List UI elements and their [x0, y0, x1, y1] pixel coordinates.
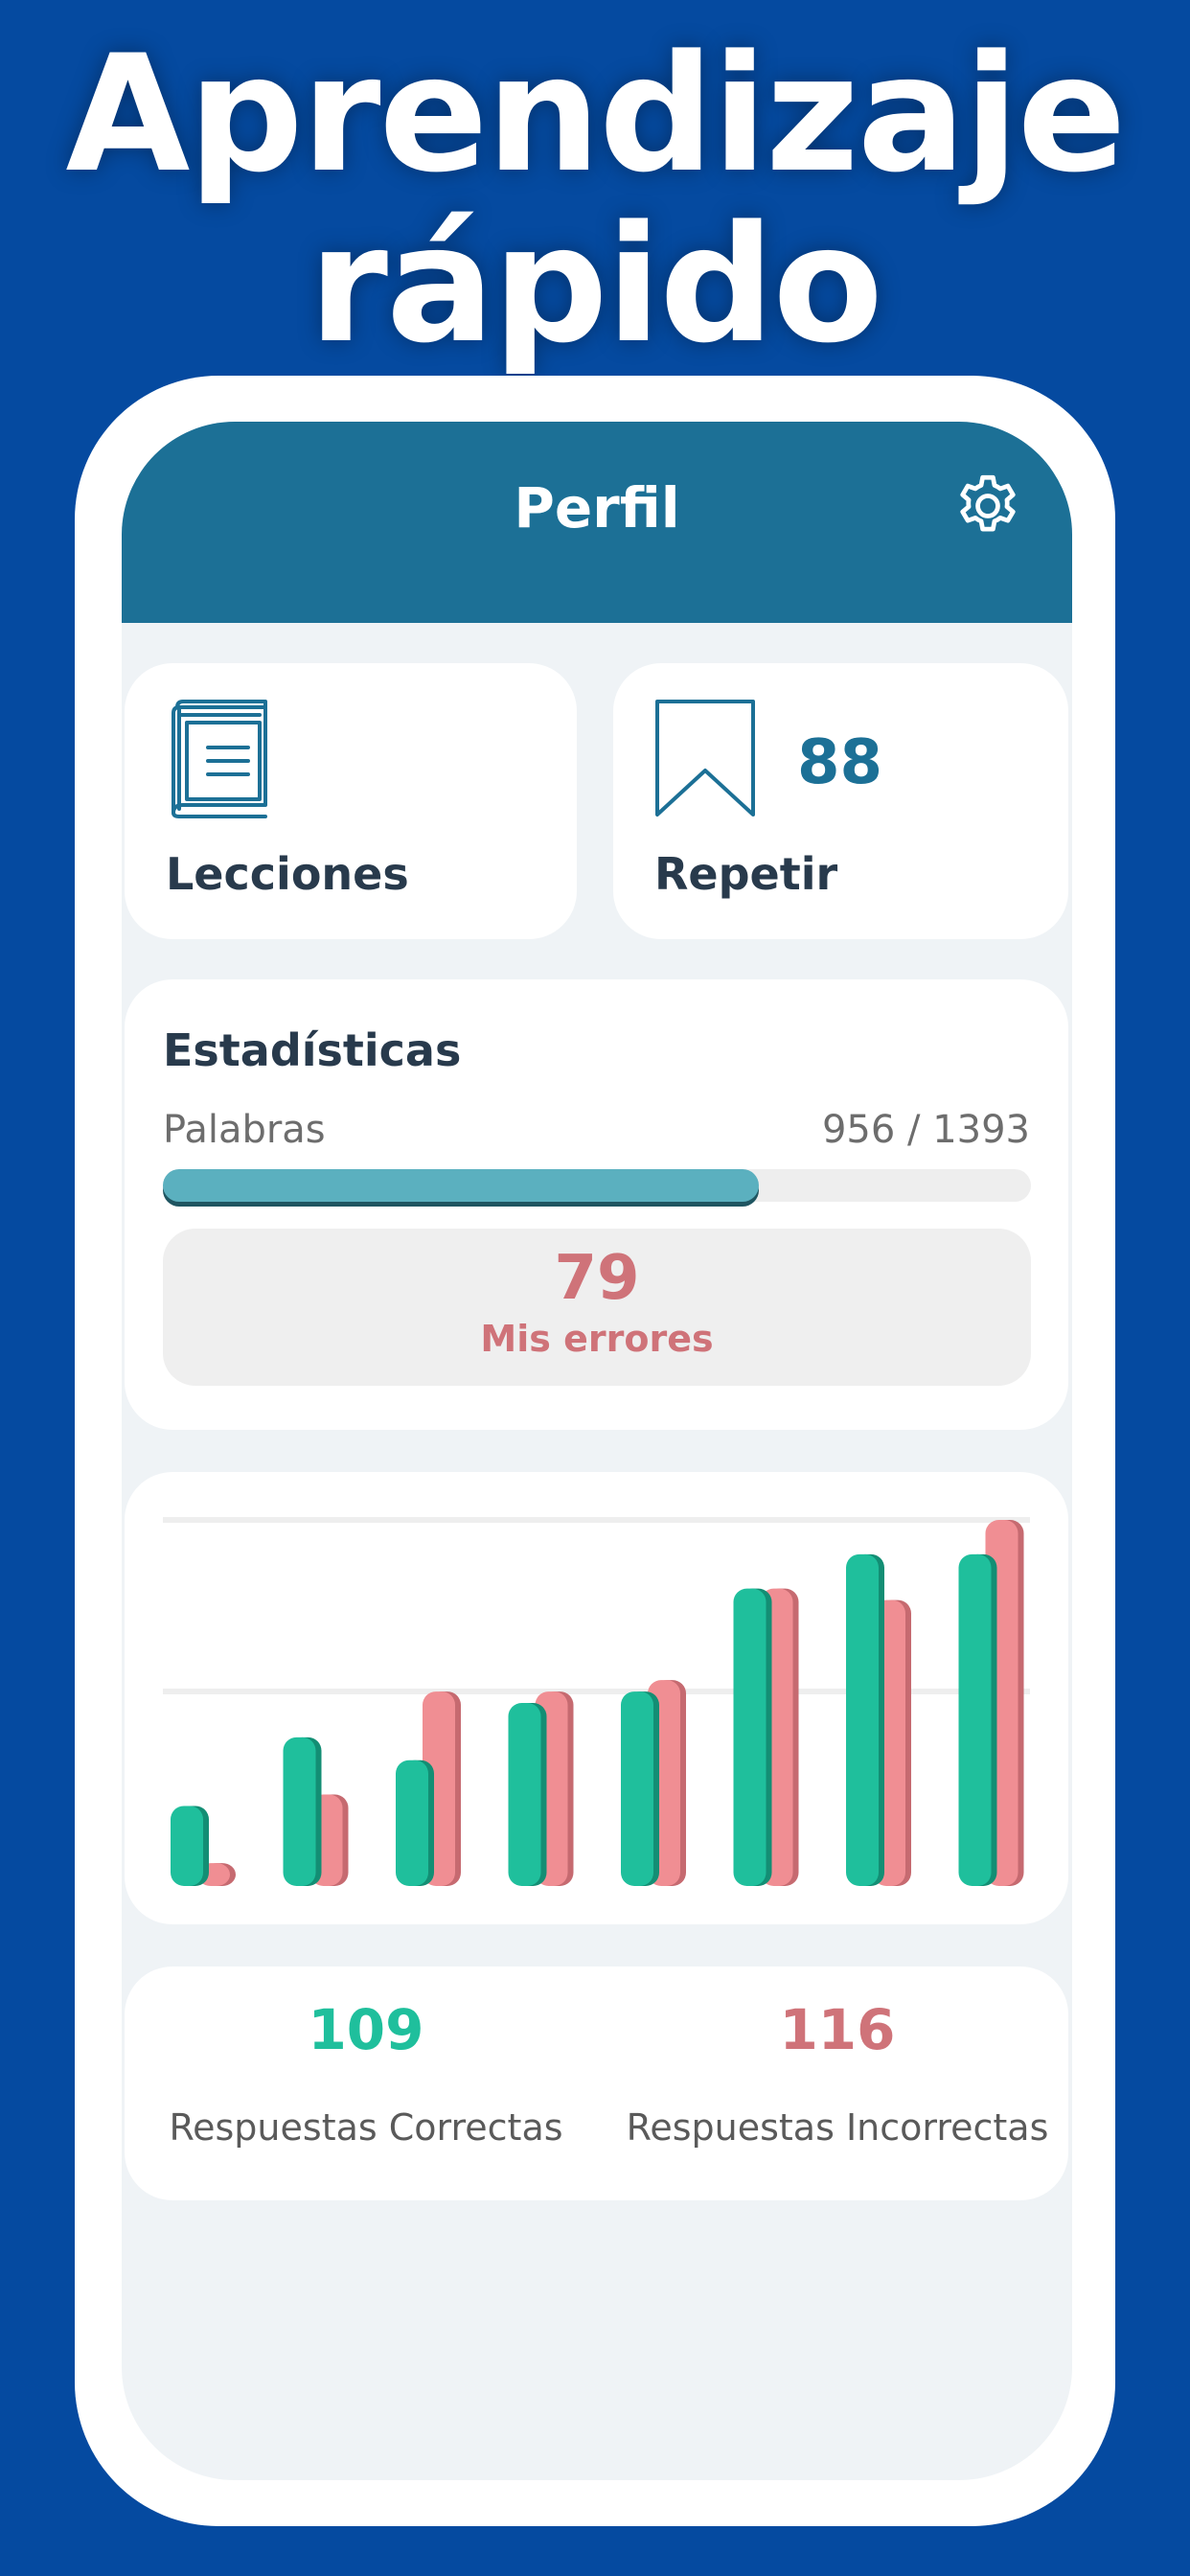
lessons-card[interactable]: Lecciones: [125, 663, 577, 939]
headline-line-1: Aprendizaje: [65, 20, 1126, 208]
repeat-count: 88: [797, 727, 883, 798]
answers-card: 109 Respuestas Correctas 116 Respuestas …: [125, 1966, 1068, 2200]
chart-bar-correct: [283, 1736, 322, 1886]
gear-icon[interactable]: [951, 470, 1024, 542]
incorrect-answers-count: 116: [779, 1997, 896, 2062]
chart-bar-correct: [733, 1588, 772, 1886]
promo-headline: Aprendizaje rápido: [0, 29, 1190, 370]
chart-bar-correct: [958, 1553, 997, 1886]
chart-bar-correct: [846, 1553, 884, 1886]
app-screen: Perfil Lecciones 88 Repetir Estadísticas: [122, 422, 1072, 2480]
bookmark-icon: [655, 700, 755, 816]
words-label: Palabras: [163, 1108, 326, 1152]
headline-line-2: rápido: [309, 191, 883, 379]
correct-answers-label: Respuestas Correctas: [169, 2106, 563, 2149]
chart-bar-correct: [508, 1703, 547, 1886]
statistics-card: Estadísticas Palabras 956 / 1393 79 Mis …: [125, 979, 1068, 1430]
my-errors-button[interactable]: 79 Mis errores: [163, 1229, 1031, 1386]
words-progress-bar: [163, 1169, 1031, 1202]
repeat-card[interactable]: 88 Repetir: [613, 663, 1068, 939]
errors-count: 79: [554, 1243, 640, 1314]
book-icon: [172, 700, 267, 818]
page-title: Perfil: [514, 475, 680, 540]
words-progress-fill: [163, 1169, 759, 1202]
top-bar: Perfil: [122, 422, 1072, 623]
repeat-label: Repetir: [654, 848, 838, 900]
errors-label: Mis errores: [480, 1318, 714, 1360]
correct-answers-count: 109: [308, 1997, 424, 2062]
statistics-title: Estadísticas: [163, 1024, 462, 1076]
chart-bar-correct: [396, 1760, 434, 1886]
incorrect-answers-label: Respuestas Incorrectas: [626, 2106, 1049, 2149]
lessons-label: Lecciones: [166, 848, 409, 900]
words-count: 956 / 1393: [821, 1108, 1030, 1152]
bar-chart: [163, 1517, 1030, 1886]
progress-chart-card: [125, 1472, 1068, 1924]
chart-bar-correct: [171, 1806, 209, 1886]
chart-bar-correct: [621, 1691, 659, 1886]
